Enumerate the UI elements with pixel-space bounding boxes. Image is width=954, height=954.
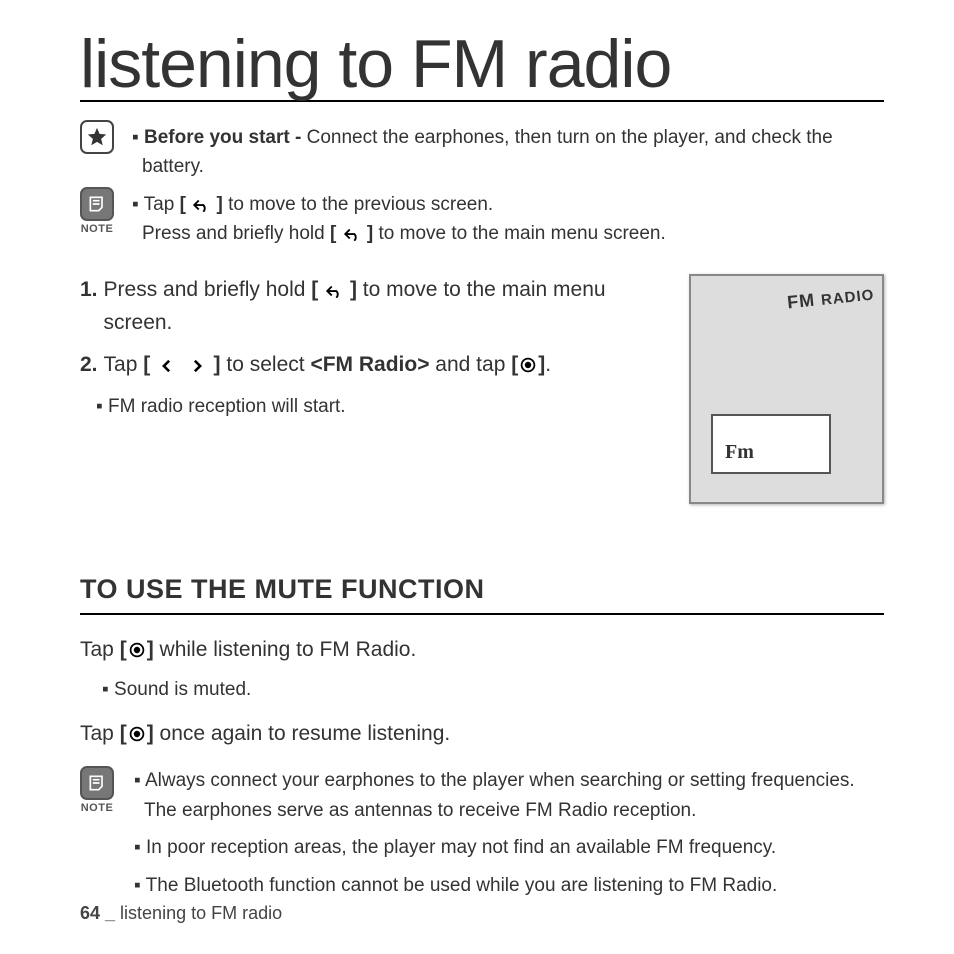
note-item-1: ▪ Always connect your earphones to the p…	[130, 766, 884, 825]
intro-note-line2: Press and briefly hold [ ] to move to th…	[126, 220, 884, 249]
note-label: NOTE	[81, 802, 114, 814]
select-icon	[127, 725, 147, 743]
step-2: 2. Tap [ ] to select <FM Radio> and tap …	[80, 349, 669, 382]
before-start-text: ▪ Before you start - Connect the earphon…	[126, 124, 884, 181]
step-2-bullet: ▪ FM radio reception will start.	[80, 392, 669, 421]
back-icon	[191, 196, 211, 214]
note-label: NOTE	[81, 223, 114, 235]
star-icon	[80, 120, 114, 154]
note-icon	[80, 766, 114, 800]
right-icon	[188, 357, 208, 375]
select-icon	[518, 356, 538, 374]
step-1: 1. Press and briefly hold [ ] to move to…	[80, 274, 669, 339]
before-start-row: ▪ Before you start - Connect the earphon…	[80, 120, 884, 181]
page-footer: 64 _ listening to FM radio	[80, 903, 282, 924]
note-item-3: ▪ The Bluetooth function cannot be used …	[130, 871, 884, 900]
bottom-notes: NOTE ▪ Always connect your earphones to …	[80, 766, 884, 908]
left-icon	[156, 357, 176, 375]
mute-heading: TO USE THE MUTE FUNCTION	[80, 574, 884, 615]
select-icon	[127, 641, 147, 659]
note-item-2: ▪ In poor reception areas, the player ma…	[130, 833, 884, 862]
fm-radio-thumbnail: FM RADIO Fm	[689, 274, 884, 504]
mute-line-1: Tap [] while listening to FM Radio.	[80, 633, 884, 667]
back-icon	[342, 225, 362, 243]
mute-line-2: Tap [] once again to resume listening.	[80, 717, 884, 751]
page-title: listening to FM radio	[80, 30, 884, 102]
steps-list: 1. Press and briefly hold [ ] to move to…	[80, 274, 669, 421]
mute-bullet-1: ▪ Sound is muted.	[80, 679, 884, 701]
note-icon	[80, 187, 114, 221]
intro-note-line1: ▪ Tap [ ] to move to the previous screen…	[126, 191, 884, 220]
intro-note-row: NOTE ▪ Tap [ ] to move to the previous s…	[80, 187, 884, 248]
back-icon	[324, 282, 344, 300]
